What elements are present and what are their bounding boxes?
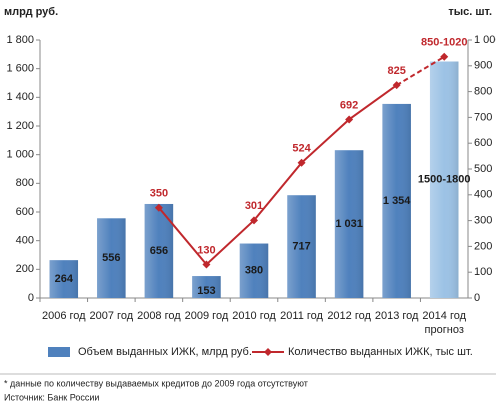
- bar-shade: [382, 103, 411, 298]
- bar-value-label: 1500-1800: [418, 174, 471, 186]
- y2-tick-label: 300: [474, 215, 492, 227]
- y2-tick-label: 400: [474, 189, 492, 201]
- bar-shade: [334, 150, 364, 298]
- x-tick-label: 2012 год: [327, 310, 371, 322]
- line-marker: [440, 52, 449, 61]
- y2-tick-label: 100: [474, 266, 492, 278]
- y-axis-label: млрд руб.: [4, 6, 58, 18]
- bar-shade: [97, 218, 126, 298]
- x-tick-label: 2010 год: [232, 310, 276, 322]
- line-marker: [202, 260, 211, 269]
- bar-value-label: 717: [292, 241, 310, 253]
- bar-value-label: 380: [245, 265, 263, 277]
- x-tick-label: 2006 год: [41, 310, 86, 322]
- y-tick-label: 800: [16, 177, 34, 189]
- bar-shade: [49, 260, 79, 298]
- y-tick-label: 600: [16, 206, 34, 218]
- bar-value-label: 656: [150, 245, 168, 257]
- footnote: Источник: Банк России: [4, 392, 99, 402]
- footnote: * данные по количеству выдаваемых кредит…: [4, 378, 308, 388]
- y-tick-label: 200: [16, 263, 34, 275]
- line-value-label: 825: [387, 65, 405, 77]
- bar-value-label: 556: [102, 252, 120, 264]
- line-marker: [345, 115, 354, 124]
- y2-tick-label: 1 000: [474, 34, 496, 46]
- bar-value-label: 1 354: [383, 195, 411, 207]
- line-forecast: [396, 55, 445, 87]
- y-tick-label: 1 400: [6, 91, 34, 103]
- line-marker: [154, 203, 163, 212]
- line-value-label: 850-1020: [421, 37, 468, 49]
- line-marker: [250, 216, 258, 225]
- y2-tick-label: 600: [474, 137, 492, 149]
- line-value-label: 301: [245, 200, 263, 212]
- line-value-label: 524: [292, 143, 311, 155]
- y-tick-label: 1 000: [6, 149, 34, 161]
- bar-value-label: 264: [55, 273, 74, 285]
- x-tick-label: 2009 год: [184, 310, 229, 322]
- x-tick-label: 2008 год: [137, 310, 181, 322]
- y2-tick-label: 800: [474, 86, 492, 98]
- legend-marker: [264, 348, 272, 356]
- y-tick-label: 0: [28, 292, 34, 304]
- line-marker: [392, 81, 401, 90]
- y-tick-label: 1 200: [6, 120, 34, 132]
- line-value-label: 350: [150, 188, 168, 200]
- bar-value-label: 153: [197, 285, 215, 297]
- y2-tick-label: 700: [474, 111, 492, 123]
- line-marker: [297, 158, 306, 167]
- y2-tick-label: 900: [474, 60, 492, 72]
- y2-tick-label: 0: [474, 292, 480, 304]
- legend-label: Количество выданных ИЖК, тыс шт.: [288, 346, 473, 358]
- line-value-label: 130: [197, 244, 215, 256]
- line-value-label: 692: [340, 99, 358, 111]
- legend-swatch: [48, 347, 70, 357]
- x-tick-label: 2007 год: [89, 310, 134, 322]
- bar-shade: [429, 61, 459, 298]
- y-tick-label: 400: [16, 235, 34, 247]
- line: [158, 84, 398, 266]
- y-tick-label: 1 600: [6, 63, 34, 75]
- x-tick-label: 2011 год: [280, 310, 323, 322]
- x-tick-label: 2013 год: [374, 310, 419, 322]
- bar-shade: [192, 276, 221, 298]
- y2-axis-label: тыс. шт.: [448, 6, 492, 18]
- bar-shade: [287, 195, 316, 298]
- x-tick-label: 2014 год прогноз: [422, 310, 467, 336]
- legend-label: Объем выданных ИЖК, млрд руб.: [78, 346, 252, 358]
- y2-tick-label: 500: [474, 163, 492, 175]
- y2-tick-label: 200: [474, 240, 492, 252]
- bar-value-label: 1 031: [335, 218, 363, 230]
- y-tick-label: 1 800: [6, 34, 34, 46]
- bar-shade: [239, 243, 269, 298]
